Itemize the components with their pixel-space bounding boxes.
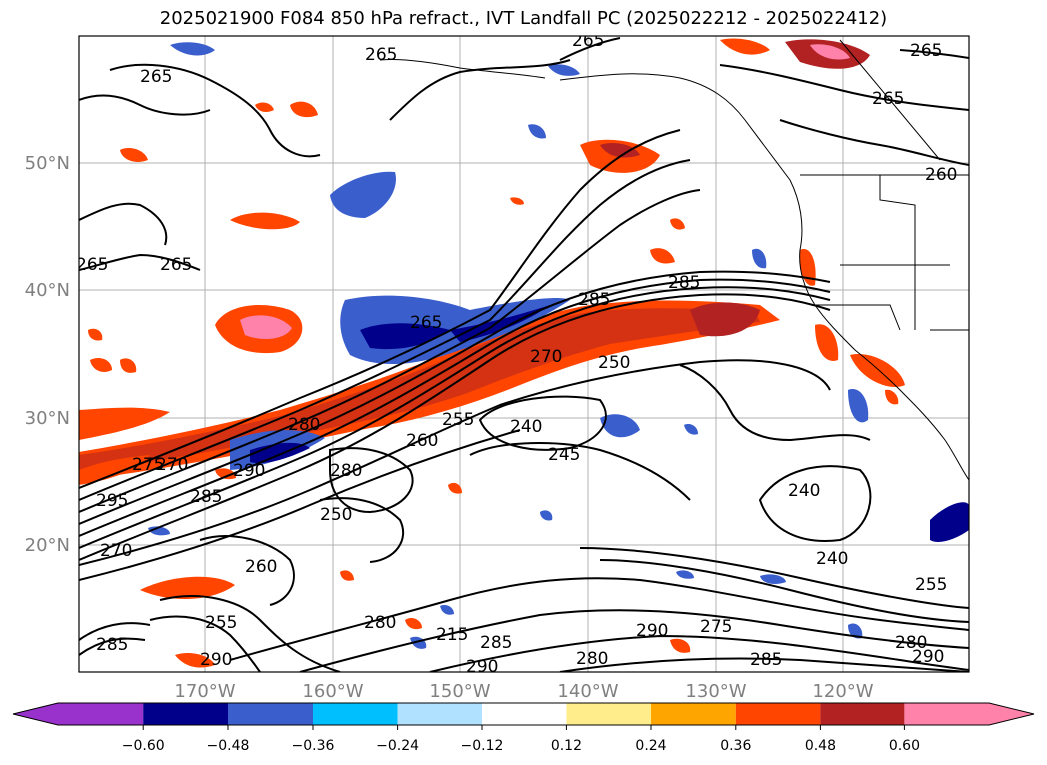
- lon-label-130w: 130°W: [685, 681, 746, 702]
- latitude-labels: 50°N 40°N 30°N 20°N: [25, 153, 70, 556]
- colorbar-tick-label: 0.24: [635, 738, 666, 754]
- longitude-labels: 170°W 160°W 150°W 140°W 130°W 120°W: [174, 681, 873, 702]
- contour-label: 265: [872, 89, 904, 109]
- colorbar-tick-label: −0.36: [292, 738, 335, 754]
- lon-label-150w: 150°W: [429, 681, 490, 702]
- contour-label: 280: [576, 649, 608, 669]
- contour-label: 255: [205, 613, 237, 633]
- contour-label: 255: [442, 410, 474, 430]
- lon-label-140w: 140°W: [557, 681, 618, 702]
- map-title: 2025021900 F084 850 hPa refract., IVT La…: [159, 8, 888, 29]
- contour-label: 285: [668, 273, 700, 293]
- contour-label: 290: [233, 461, 265, 481]
- contour-label: 250: [320, 505, 352, 525]
- contour-label: 290: [200, 650, 232, 670]
- contour-label: 265: [572, 31, 604, 51]
- colorbar-segment: [904, 703, 989, 725]
- colorbar-segment: [820, 703, 905, 725]
- contour-label: 285: [190, 487, 222, 507]
- contour-label: 285: [480, 633, 512, 653]
- lat-label-30n: 30°N: [25, 408, 70, 429]
- colorbar-tick-label: 0.60: [889, 738, 920, 754]
- contour-label: 260: [245, 557, 277, 577]
- contour-label: 255: [915, 575, 947, 595]
- map-frame: [78, 35, 970, 673]
- contour-label: 285: [96, 635, 128, 655]
- lat-label-40n: 40°N: [25, 280, 70, 301]
- contour-label: 265: [140, 67, 172, 87]
- contour-label: 280: [364, 613, 396, 633]
- contour-label: 280: [330, 461, 362, 481]
- colorbar-tick-label: −0.24: [376, 738, 419, 754]
- lon-label-160w: 160°W: [302, 681, 363, 702]
- contour-lines: [79, 37, 969, 672]
- contour-label: 275: [700, 617, 732, 637]
- contour-label: 270: [156, 455, 188, 475]
- colorbar-segment: [735, 703, 821, 725]
- map-panel: 265 265 265 265 265 265 265 260 285 285 …: [76, 31, 969, 677]
- colorbar-segment: [482, 703, 567, 725]
- contour-label: 285: [578, 290, 610, 310]
- contour-label: 270: [100, 541, 132, 561]
- colorbar-segment: [143, 703, 228, 725]
- colorbar-segment: [397, 703, 482, 725]
- contour-label: 265: [365, 45, 397, 65]
- colorbar-tick-label: 0.36: [720, 738, 751, 754]
- lat-label-20n: 20°N: [25, 535, 70, 556]
- colorbar-segment: [313, 703, 398, 725]
- colorbar-extend-high: [989, 703, 1034, 725]
- colorbar-tick-label: 0.48: [805, 738, 836, 754]
- colorbar-segment: [228, 703, 313, 725]
- contour-label: 285: [750, 650, 782, 670]
- contour-label: 265: [410, 313, 442, 333]
- colorbar-segment: [651, 703, 736, 725]
- contour-label: 250: [598, 353, 630, 373]
- contour-label: 275: [132, 455, 164, 475]
- contour-label: 215: [436, 625, 468, 645]
- colorbar-tick-label: 0.12: [551, 738, 582, 754]
- contour-label: 265: [910, 41, 942, 61]
- lon-label-120w: 120°W: [812, 681, 873, 702]
- colorbar-extend-low: [13, 703, 58, 725]
- colorbar-tick-label: −0.60: [122, 738, 165, 754]
- colorbar-segment: [58, 703, 144, 725]
- cool-shading: [148, 42, 969, 649]
- contour-labels: 265 265 265 265 265 265 265 260 285 285 …: [76, 31, 957, 677]
- lat-label-50n: 50°N: [25, 153, 70, 174]
- contour-label: 280: [895, 633, 927, 653]
- contour-label: 245: [548, 445, 580, 465]
- contour-label: 240: [816, 549, 848, 569]
- coastlines: [379, 39, 969, 481]
- contour-label: 290: [466, 657, 498, 677]
- contour-label: 240: [788, 481, 820, 501]
- contour-label: 260: [925, 165, 957, 185]
- lon-label-170w: 170°W: [174, 681, 235, 702]
- contour-label: 270: [530, 347, 562, 367]
- contour-label: 265: [76, 255, 108, 275]
- contour-label: 280: [288, 415, 320, 435]
- colorbar-tick-label: −0.12: [461, 738, 504, 754]
- colorbar-segment: [566, 703, 651, 725]
- contour-label: 260: [406, 431, 438, 451]
- contour-label: 290: [636, 621, 668, 641]
- contour-label: 290: [912, 647, 944, 667]
- contour-label: 265: [160, 255, 192, 275]
- contour-label: 240: [510, 417, 542, 437]
- contour-label: 295: [96, 491, 128, 511]
- colorbar: −0.60 −0.48 −0.36 −0.24 −0.12 0.12 0.24 …: [12, 702, 1035, 754]
- colorbar-tick-label: −0.48: [207, 738, 250, 754]
